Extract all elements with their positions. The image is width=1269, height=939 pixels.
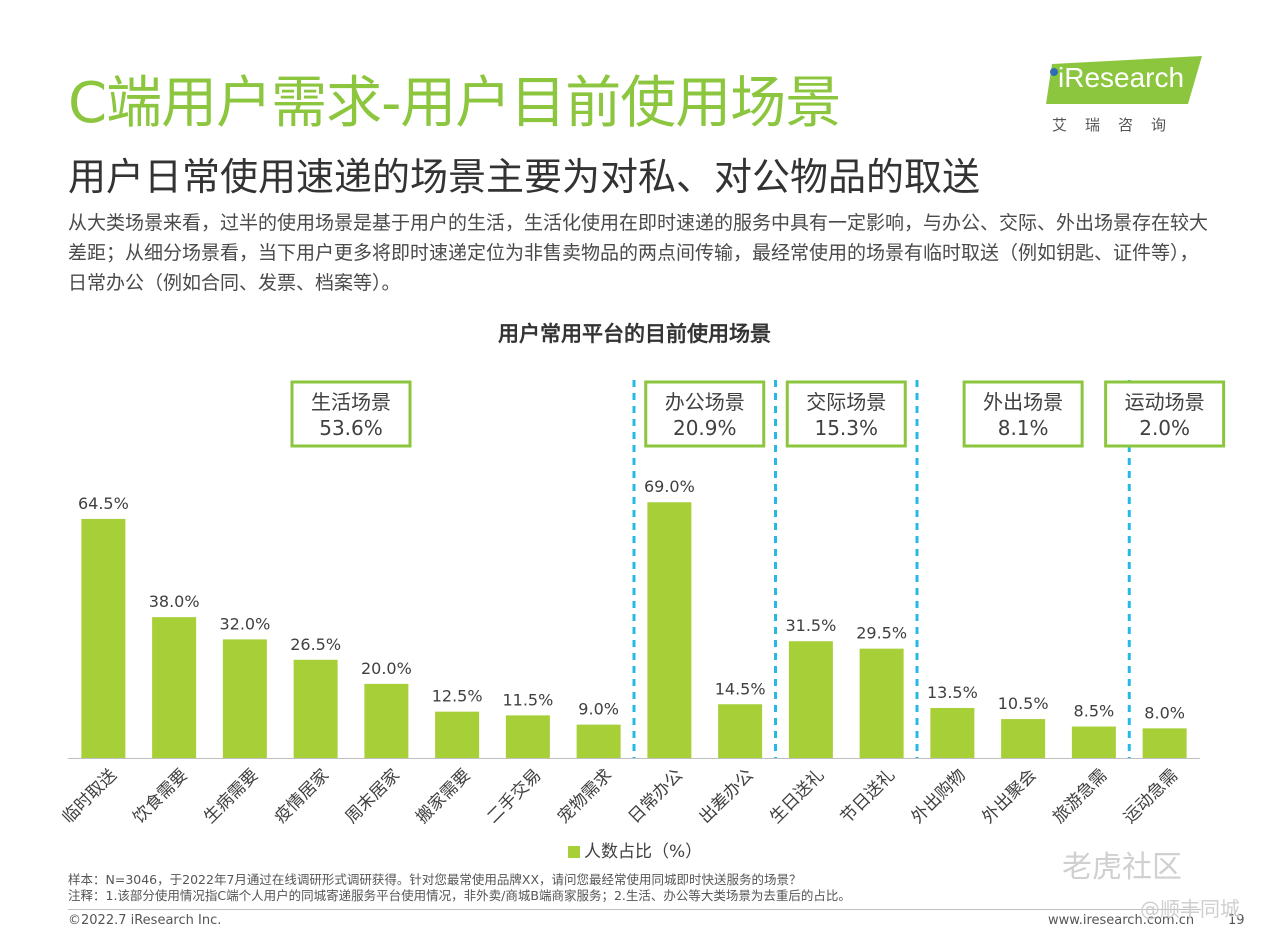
value-label-8: 9.0% <box>578 700 619 719</box>
watermark-community: 老虎社区 <box>1062 850 1182 885</box>
category-label-4: 疫情居家 <box>271 765 333 827</box>
category-label-8: 宠物需求 <box>554 765 616 827</box>
bar-9 <box>647 502 692 758</box>
value-label-10: 14.5% <box>715 679 766 698</box>
group-box-4 <box>962 380 1084 448</box>
value-label-14: 10.5% <box>998 694 1049 713</box>
value-label-6: 12.5% <box>432 687 483 706</box>
group-share-2: 20.9% <box>673 416 737 440</box>
group-name-2: 办公场景 <box>665 390 745 414</box>
bar-4 <box>293 659 338 758</box>
group-name-3: 交际场景 <box>806 390 886 414</box>
watermark-account: @顺丰同城 <box>1140 897 1240 921</box>
value-label-12: 29.5% <box>856 624 907 643</box>
group-box-1 <box>290 380 412 448</box>
category-label-10: 出差办公 <box>695 765 757 827</box>
group-box-3 <box>785 380 907 448</box>
bar-10 <box>718 704 763 758</box>
value-label-9: 69.0% <box>644 477 695 496</box>
group-name-5: 运动场景 <box>1125 390 1205 414</box>
logo-banner-icon <box>1046 56 1202 104</box>
logo-subtitle: 艾瑞咨询 <box>1052 116 1185 134</box>
value-label-11: 31.5% <box>785 616 836 635</box>
category-label-2: 饮食需要 <box>129 765 191 827</box>
category-label-9: 日常办公 <box>625 765 687 827</box>
footnotes: 样本：N=3046，于2022年7月通过在线调研形式调研获得。针对您最常使用品牌… <box>68 872 851 904</box>
category-label-14: 外出聚会 <box>978 765 1040 827</box>
page-number: 19 <box>1228 913 1245 928</box>
description-text: 从大类场景来看，过半的使用场景是基于用户的生活，生活化使用在即时速递的服务中具有… <box>68 212 1209 294</box>
category-label-16: 运动急需 <box>1120 765 1182 827</box>
category-label-7: 二手交易 <box>483 765 545 827</box>
website-url: www.iresearch.com.cn <box>1048 913 1195 928</box>
bar-6 <box>435 711 480 758</box>
group-box-5 <box>1104 380 1226 448</box>
value-label-2: 38.0% <box>149 592 200 611</box>
category-label-13: 外出购物 <box>908 765 970 827</box>
group-share-5: 2.0% <box>1139 416 1190 440</box>
value-label-13: 13.5% <box>927 683 978 702</box>
value-label-16: 8.0% <box>1144 703 1185 722</box>
value-label-7: 11.5% <box>502 690 553 709</box>
category-label-6: 搬家需要 <box>412 765 474 827</box>
legend-swatch <box>568 846 580 858</box>
bar-3 <box>222 639 267 758</box>
group-share-1: 53.6% <box>319 416 383 440</box>
footer-divider <box>68 909 1201 910</box>
group-name-1: 生活场景 <box>311 390 391 414</box>
group-box-2 <box>644 380 766 448</box>
page-subtitle: 用户日常使用速递的场景主要为对私、对公物品的取送 <box>68 155 981 199</box>
bar-8 <box>576 724 621 758</box>
page-title: C端用户需求-用户目前使用场景 <box>68 71 841 136</box>
bar-15 <box>1071 726 1116 758</box>
bar-5 <box>364 683 409 758</box>
category-label-11: 生日送礼 <box>766 765 828 827</box>
legend-label: 人数占比（%） <box>584 842 702 862</box>
value-label-3: 32.0% <box>219 614 270 633</box>
copyright: ©2022.7 iResearch Inc. <box>68 913 222 928</box>
category-label-5: 周末居家 <box>342 765 404 827</box>
category-label-12: 节日送礼 <box>837 765 899 827</box>
bar-1 <box>81 518 126 758</box>
category-label-3: 生病需要 <box>200 765 262 827</box>
group-share-4: 8.1% <box>998 416 1049 440</box>
value-label-4: 26.5% <box>290 635 341 654</box>
bar-13 <box>930 707 975 758</box>
iresearch-logo: iResearch 艾瑞咨询 <box>1040 56 1210 136</box>
value-label-1: 64.5% <box>78 494 129 513</box>
bar-16 <box>1142 728 1187 758</box>
chart-title: 用户常用平台的目前使用场景 <box>498 322 771 346</box>
bar-11 <box>788 641 833 758</box>
annotation-note: 注释：1.该部分使用情况指C端个人用户的同城寄递服务平台使用情况，非外卖/商城B… <box>68 888 851 903</box>
group-name-4: 外出场景 <box>983 390 1063 414</box>
value-label-15: 8.5% <box>1074 701 1115 720</box>
bar-14 <box>1001 719 1046 758</box>
category-label-15: 旅游急需 <box>1049 765 1111 827</box>
group-share-3: 15.3% <box>814 416 878 440</box>
category-label-1: 临时取送 <box>59 765 121 827</box>
logo-wordmark: iResearch <box>1058 62 1185 93</box>
bar-12 <box>859 648 904 758</box>
bar-chart: 64.5% 临时取送 38.0% 饮食需要 32.0% 生病需要 26.5% 疫情居家 20.0… <box>59 380 1226 862</box>
sample-note: 样本：N=3046，于2022年7月通过在线调研形式调研获得。针对您最常使用品牌… <box>68 872 802 887</box>
bar-2 <box>152 617 197 758</box>
bar-7 <box>505 715 550 758</box>
value-label-5: 20.0% <box>361 659 412 678</box>
